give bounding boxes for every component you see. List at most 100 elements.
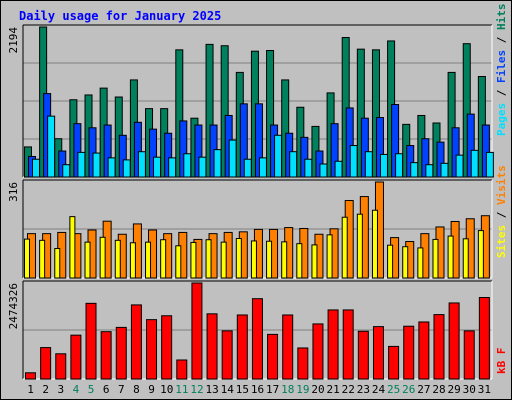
bar-sites-day-16 xyxy=(250,240,257,279)
x-tick-label-day-20: 20 xyxy=(311,383,324,396)
x-tick-label-day-28: 28 xyxy=(432,383,445,396)
legend-item-files: Files xyxy=(495,50,508,83)
bar-kbytes-day-28 xyxy=(433,314,445,380)
bar-sites-day-30 xyxy=(462,238,469,279)
x-tick-label-day-17: 17 xyxy=(266,383,279,396)
bar-sites-day-8 xyxy=(129,242,136,279)
bar-kbytes-day-25 xyxy=(388,345,400,380)
x-tick-label-day-24: 24 xyxy=(372,383,386,396)
x-tick-label-day-19: 19 xyxy=(296,383,309,396)
bar-sites-day-9 xyxy=(145,241,152,279)
bar-kbytes-day-31 xyxy=(478,297,490,380)
bar-pages-day-18 xyxy=(289,151,298,178)
bar-sites-day-5 xyxy=(84,241,91,279)
bar-pages-day-17 xyxy=(274,134,283,178)
bar-pages-day-16 xyxy=(258,157,267,178)
y-max-label-panel-3: 2474326 xyxy=(7,283,20,329)
bar-pages-day-23 xyxy=(364,151,373,178)
bar-pages-day-14 xyxy=(228,139,237,178)
bar-kbytes-day-5 xyxy=(85,302,97,380)
bar-sites-day-15 xyxy=(235,238,242,279)
bar-kbytes-day-17 xyxy=(267,333,279,380)
bar-sites-day-7 xyxy=(114,239,121,279)
legend-item-kb-f: kB F xyxy=(495,348,508,375)
bar-kbytes-day-19 xyxy=(297,347,309,380)
bar-sites-day-17 xyxy=(266,240,273,279)
bar-sites-day-22 xyxy=(341,216,348,279)
bar-kbytes-day-18 xyxy=(282,314,294,380)
bar-sites-day-26 xyxy=(402,246,409,279)
chart-title: Daily usage for January 2025 xyxy=(19,9,221,23)
y-max-label-panel-2: 316 xyxy=(7,182,20,202)
legend-item-pages: Pages xyxy=(495,103,508,136)
bar-sites-day-25 xyxy=(387,244,394,279)
bar-kbytes-day-7 xyxy=(115,326,127,380)
legend-separator: / xyxy=(495,83,508,103)
bar-kbytes-day-16 xyxy=(251,298,263,380)
bar-pages-day-9 xyxy=(153,156,162,178)
bar-sites-day-19 xyxy=(296,243,303,279)
bar-pages-day-20 xyxy=(319,163,328,178)
bar-sites-day-24 xyxy=(371,209,378,279)
bar-sites-day-18 xyxy=(281,241,288,279)
bar-pages-day-31 xyxy=(485,151,494,178)
bar-sites-day-13 xyxy=(205,239,212,279)
x-tick-label-day-5: 5 xyxy=(88,383,95,396)
bar-kbytes-day-20 xyxy=(312,323,324,380)
bar-kbytes-day-27 xyxy=(418,321,430,380)
bar-kbytes-day-14 xyxy=(221,330,233,380)
legend-item-visits: Visits xyxy=(495,165,508,205)
bar-pages-day-12 xyxy=(198,156,207,178)
bar-kbytes-day-30 xyxy=(463,330,475,380)
x-tick-label-day-2: 2 xyxy=(42,383,49,396)
x-tick-label-day-4: 4 xyxy=(73,383,80,396)
x-tick-label-day-26: 26 xyxy=(402,383,415,396)
bar-sites-day-10 xyxy=(160,239,167,279)
x-tick-label-day-11: 11 xyxy=(175,383,188,396)
bar-kbytes-day-2 xyxy=(40,347,52,380)
bar-pages-day-27 xyxy=(425,164,434,178)
bar-kbytes-day-22 xyxy=(342,309,354,380)
x-tick-label-day-25: 25 xyxy=(387,383,400,396)
bar-sites-day-6 xyxy=(99,236,106,279)
bar-pages-day-30 xyxy=(470,149,479,178)
x-tick-label-day-6: 6 xyxy=(103,383,110,396)
legend-item-sites: Sites xyxy=(495,225,508,258)
x-tick-label-day-1: 1 xyxy=(27,383,34,396)
bar-pages-day-22 xyxy=(349,145,358,178)
bar-sites-day-21 xyxy=(326,234,333,279)
bar-pages-day-11 xyxy=(183,153,192,178)
bar-pages-day-3 xyxy=(62,164,71,178)
legend-item-hits: Hits xyxy=(495,4,508,31)
x-tick-label-day-13: 13 xyxy=(205,383,218,396)
bar-kbytes-day-13 xyxy=(206,313,218,380)
bar-kbytes-day-24 xyxy=(372,326,384,380)
bar-kbytes-day-29 xyxy=(448,302,460,380)
bar-sites-day-29 xyxy=(447,235,454,279)
x-tick-label-day-8: 8 xyxy=(133,383,140,396)
bar-pages-day-25 xyxy=(395,153,404,178)
legend-panel-3: kB F xyxy=(495,348,508,375)
x-tick-label-day-3: 3 xyxy=(58,383,65,396)
legend-panel-1: Pages / Files / Hits xyxy=(495,4,508,137)
x-tick-label-day-23: 23 xyxy=(357,383,370,396)
legend-panel-2: Sites / Visits xyxy=(495,165,508,258)
bar-kbytes-day-4 xyxy=(70,334,82,380)
x-tick-label-day-27: 27 xyxy=(417,383,430,396)
bar-pages-day-13 xyxy=(213,149,222,178)
x-tick-label-day-30: 30 xyxy=(463,383,476,396)
bar-kbytes-day-11 xyxy=(176,359,188,380)
bar-sites-day-31 xyxy=(477,230,484,279)
bar-pages-day-26 xyxy=(410,162,419,178)
x-tick-label-day-12: 12 xyxy=(190,383,203,396)
bar-pages-day-7 xyxy=(122,159,131,178)
bar-sites-day-3 xyxy=(54,248,61,279)
legend-separator: / xyxy=(495,205,508,225)
bar-sites-day-28 xyxy=(432,238,439,279)
bar-sites-day-11 xyxy=(175,245,182,279)
x-tick-label-day-31: 31 xyxy=(478,383,491,396)
bar-pages-day-15 xyxy=(243,158,252,178)
bar-kbytes-day-9 xyxy=(146,319,158,380)
bar-kbytes-day-26 xyxy=(403,325,415,380)
bar-kbytes-day-6 xyxy=(100,331,112,380)
